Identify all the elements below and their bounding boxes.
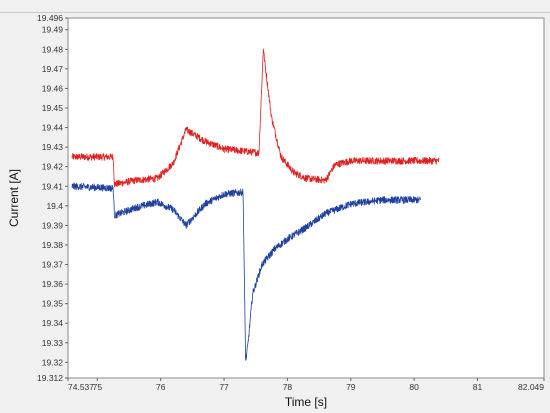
- plot-area: [67, 17, 545, 379]
- y-tick-label: 19.36: [42, 279, 64, 289]
- y-tick-label: 19.49: [42, 25, 64, 35]
- top-strip: [0, 0, 550, 13]
- y-tick-label: 19.43: [42, 142, 64, 152]
- x-axis-title: Time [s]: [285, 395, 327, 409]
- y-tick-label: 19.39: [42, 220, 64, 230]
- x-tick-label: 80: [409, 382, 419, 392]
- x-tick-label: 76: [156, 382, 166, 392]
- x-tick-label: 78: [283, 382, 293, 392]
- x-tick-label: 81: [473, 382, 483, 392]
- y-tick-label: 19.42: [42, 162, 64, 172]
- series-group: [71, 48, 440, 361]
- y-tick-label: 19.37: [42, 260, 64, 270]
- x-tick-label: 77: [219, 382, 229, 392]
- y-tick-label: 19.46: [42, 83, 64, 93]
- x-tick-label: 82.049: [518, 382, 544, 392]
- y-tick-label: 19.45: [42, 103, 64, 113]
- y-axis: 19.312 19.32 19.33 19.34 19.35 19.36 19.37 19.3…: [37, 13, 68, 383]
- y-tick-label: 19.47: [42, 64, 64, 74]
- y-tick-label: 19.32: [42, 357, 64, 367]
- y-tick-label: 19.496: [37, 13, 63, 23]
- y-tick-label: 19.38: [42, 240, 64, 250]
- x-tick-label: 75: [93, 382, 103, 392]
- series-line-2: [71, 182, 421, 361]
- y-tick-label: 19.33: [42, 338, 64, 348]
- y-tick-label: 19.41: [42, 181, 64, 191]
- series-line-1: [71, 48, 440, 188]
- x-tick-label: 79: [346, 382, 356, 392]
- y-tick-label: 19.312: [37, 373, 63, 383]
- y-tick-label: 19.35: [42, 299, 64, 309]
- y-tick-label: 19.44: [42, 123, 64, 133]
- y-tick-label: 19.48: [42, 44, 64, 54]
- y-tick-label: 19.4: [46, 201, 63, 211]
- y-axis-title: Current [A]: [7, 169, 21, 227]
- x-tick-label: 74.537: [68, 382, 94, 392]
- y-tick-label: 19.34: [42, 318, 64, 328]
